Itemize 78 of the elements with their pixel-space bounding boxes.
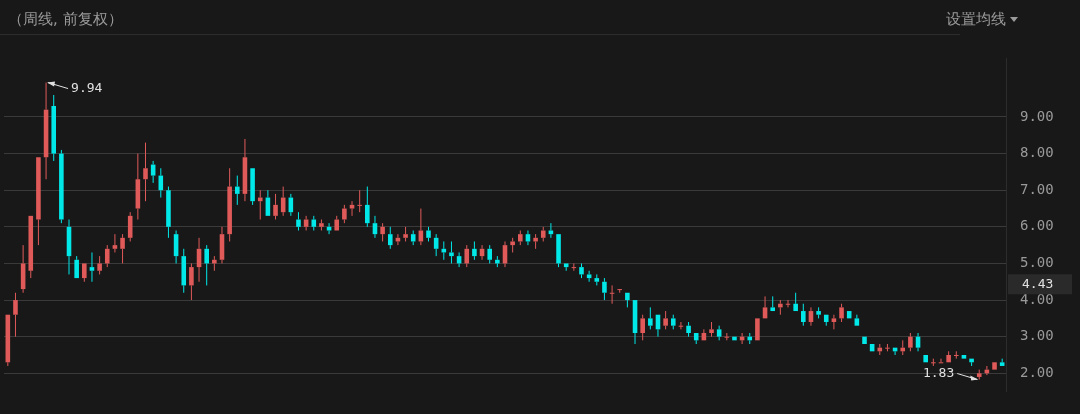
candlestick <box>793 292 798 312</box>
candlestick <box>357 189 362 213</box>
candlestick <box>82 263 87 283</box>
candlestick <box>104 244 110 268</box>
candlestick <box>908 332 913 352</box>
candlestick <box>487 244 492 264</box>
candlestick <box>127 211 133 242</box>
candlestick <box>403 226 408 242</box>
candlestick <box>518 229 523 246</box>
candlestick <box>36 157 41 246</box>
candlestick <box>709 321 714 338</box>
annotation: 1.83 <box>922 364 955 380</box>
candlestick <box>464 244 470 268</box>
candlestick <box>946 350 951 363</box>
candlestick <box>556 234 561 268</box>
candlestick <box>166 186 171 239</box>
candlestick <box>28 215 34 279</box>
y-tick-label: 2.00 <box>1020 363 1054 380</box>
y-tick-label: 6.00 <box>1020 217 1054 234</box>
candlestick <box>823 314 829 327</box>
candlestick <box>602 277 607 301</box>
candlestick <box>189 262 194 301</box>
candlestick <box>976 369 982 381</box>
candlestick <box>311 215 317 231</box>
candlestick <box>640 314 645 341</box>
candlestick <box>449 240 454 264</box>
candlestick <box>204 244 209 286</box>
candlestick <box>59 149 64 224</box>
candlestick <box>89 251 95 283</box>
text: 设置均线 <box>946 10 1006 29</box>
candlestick <box>112 233 118 253</box>
candlestick <box>548 222 554 239</box>
candlestick <box>296 211 301 231</box>
candlestick <box>693 333 699 345</box>
candlestick <box>579 262 584 279</box>
candlestick <box>135 153 141 221</box>
candlestick <box>380 222 385 242</box>
y-tick-label: 9.00 <box>1020 107 1054 124</box>
y-tick-label: 5.00 <box>1020 254 1054 271</box>
candlestick <box>349 200 355 217</box>
text: 4.43 <box>1022 275 1054 291</box>
candlestick <box>387 226 393 250</box>
candlestick <box>770 295 776 312</box>
candlestick <box>831 314 837 330</box>
candlestick <box>953 350 959 360</box>
candlestick <box>686 321 691 338</box>
candlestick <box>594 273 600 286</box>
candlestick <box>801 303 806 327</box>
candlestick <box>365 186 370 228</box>
y-tick-label: 3.00 <box>1020 327 1054 344</box>
candlestick <box>816 306 821 319</box>
candlestick <box>143 142 148 202</box>
y-tick-label: 4.00 <box>1020 290 1054 307</box>
candlestick <box>663 310 668 330</box>
candlestick <box>181 248 187 294</box>
chart-title: （周线, 前复权） <box>8 10 123 29</box>
candlestick <box>51 94 57 162</box>
candlestick <box>563 263 569 272</box>
candlestick <box>97 255 102 275</box>
candlestick <box>334 215 340 231</box>
y-tick-label: 7.00 <box>1020 180 1054 197</box>
candlestick <box>273 193 278 221</box>
candlestick <box>235 175 240 206</box>
candlestick <box>227 167 232 242</box>
candlestick <box>13 292 18 338</box>
candlestick <box>74 255 79 279</box>
candlestick <box>625 292 630 308</box>
y-tick-label: 8.00 <box>1020 144 1054 161</box>
candlestick <box>410 229 416 246</box>
candlestick <box>250 168 255 206</box>
candlestick <box>120 233 125 264</box>
candlestick <box>839 303 844 323</box>
candlestick <box>472 240 477 261</box>
candlestick <box>510 237 515 253</box>
candlestick <box>648 306 653 330</box>
annotation: 9.94 <box>71 79 103 95</box>
candlestick <box>586 270 592 283</box>
candlestick <box>342 204 347 224</box>
